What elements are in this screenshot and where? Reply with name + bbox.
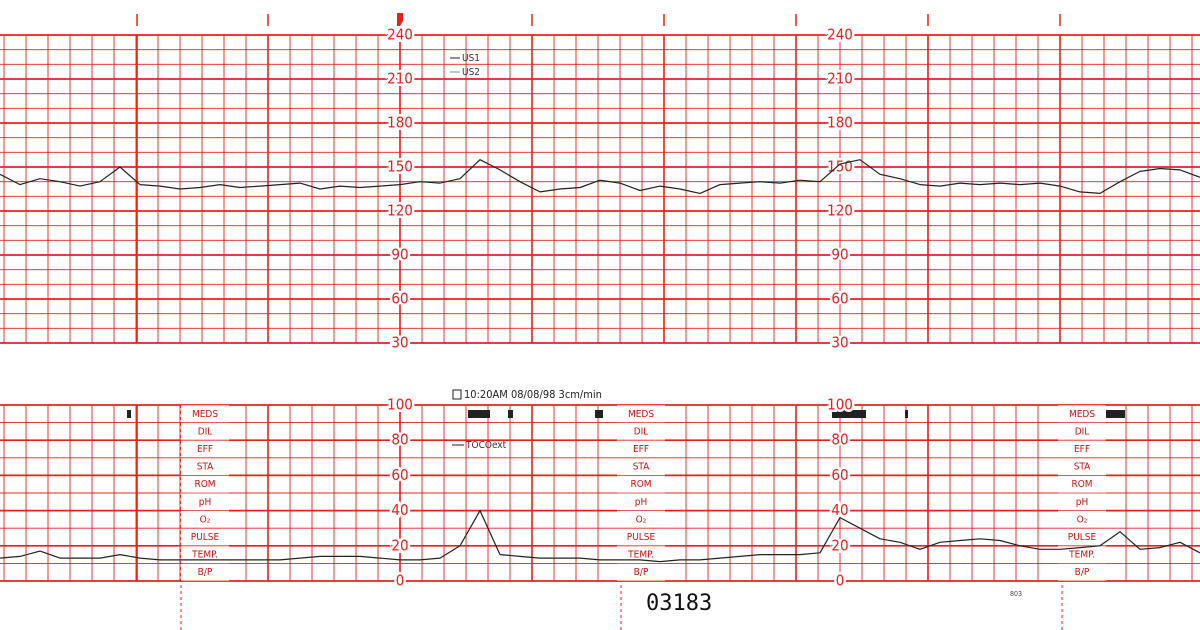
- y-tick-label: 0: [836, 572, 845, 590]
- y-tick-label: 60: [831, 466, 848, 484]
- annotation-label: ROM: [1071, 479, 1092, 490]
- y-tick-label: 40: [831, 501, 848, 519]
- event-mark: [468, 410, 490, 418]
- icon: [452, 389, 462, 400]
- annotation-label: O₂: [1077, 514, 1088, 525]
- annotation-label: O₂: [200, 514, 211, 525]
- annotation-label: ROM: [630, 479, 651, 490]
- y-tick-label: 100: [827, 396, 853, 414]
- annotation-label: PULSE: [1068, 532, 1097, 543]
- annotation-label: STA: [633, 462, 650, 473]
- y-tick-label: 80: [831, 431, 848, 449]
- y-tick-label: 60: [831, 290, 848, 308]
- annotation-label: EFF: [1074, 444, 1090, 455]
- y-tick-label: 210: [387, 70, 413, 88]
- annotation-label: MEDS: [1069, 409, 1095, 420]
- annotation-label: MEDS: [192, 409, 218, 420]
- annotation-label: ROM: [194, 479, 215, 490]
- y-tick-label: 120: [387, 202, 413, 220]
- y-tick-label: 80: [391, 431, 408, 449]
- y-tick-label: 90: [831, 246, 848, 264]
- y-tick-label: 180: [387, 114, 413, 132]
- event-mark: [832, 410, 862, 418]
- y-tick-label: 20: [831, 536, 848, 554]
- annotation-label: DIL: [634, 426, 649, 437]
- y-tick-label: 30: [831, 334, 848, 352]
- annotation-label: pH: [635, 497, 647, 508]
- annotation-label: STA: [1074, 462, 1091, 473]
- event-mark: [127, 410, 131, 418]
- event-mark: [595, 410, 603, 418]
- grid: [0, 13, 1200, 630]
- annotation-label: B/P: [1075, 567, 1090, 578]
- annotation-label: pH: [199, 497, 211, 508]
- legend-entry: TOCOext: [465, 440, 507, 451]
- y-tick-label: 30: [391, 334, 408, 352]
- trace: [0, 159, 1200, 194]
- event-mark: [860, 410, 866, 418]
- legend-entry: US1: [462, 53, 480, 64]
- trace: [0, 510, 1200, 563]
- y-tick-label: 40: [391, 501, 408, 519]
- y-tick-label: 210: [827, 70, 853, 88]
- annotation-label: pH: [1076, 497, 1088, 508]
- annotation-label: MEDS: [628, 409, 654, 420]
- annotation-label: TEMP.: [627, 550, 654, 561]
- event-mark: [905, 410, 908, 418]
- plot: 30 30 60 60 90 90 120 120 150 150 180 180 210 210 240 2…: [0, 23, 1200, 592]
- event-mark: [508, 410, 513, 418]
- y-tick-label: 240: [387, 26, 413, 44]
- annotation-label: DIL: [1075, 426, 1090, 437]
- annotation-label: EFF: [197, 444, 213, 455]
- annotation-label: O₂: [636, 514, 647, 525]
- y-tick-label: 100: [387, 396, 413, 414]
- strip-number: 03183: [646, 591, 712, 616]
- y-tick-label: 180: [827, 114, 853, 132]
- y-tick-label: 150: [827, 158, 853, 176]
- strip-header: 10:20AM 08/08/98 3cm/min: [464, 388, 602, 401]
- y-tick-label: 240: [827, 26, 853, 44]
- y-tick-label: 20: [391, 536, 408, 554]
- annotation-label: DIL: [198, 426, 213, 437]
- annotation-label: PULSE: [627, 532, 656, 543]
- annotation-label: EFF: [633, 444, 649, 455]
- annotation-label: B/P: [634, 567, 649, 578]
- y-tick-label: 150: [387, 158, 413, 176]
- annotation-label: PULSE: [191, 532, 220, 543]
- y-tick-label: 60: [391, 466, 408, 484]
- minute-mark: [397, 13, 403, 26]
- annotation-label: TEMP.: [191, 550, 218, 561]
- event-mark: [1105, 410, 1125, 418]
- legend-entry: US2: [462, 67, 480, 78]
- y-tick-label: 60: [391, 290, 408, 308]
- annotation-label: STA: [197, 462, 214, 473]
- y-tick-label: 0: [396, 572, 405, 590]
- annotation-label: B/P: [198, 567, 213, 578]
- y-tick-label: 120: [827, 202, 853, 220]
- y-tick-label: 90: [391, 246, 408, 264]
- annotation-label: TEMP.: [1068, 550, 1095, 561]
- page-code: 803: [1010, 590, 1022, 598]
